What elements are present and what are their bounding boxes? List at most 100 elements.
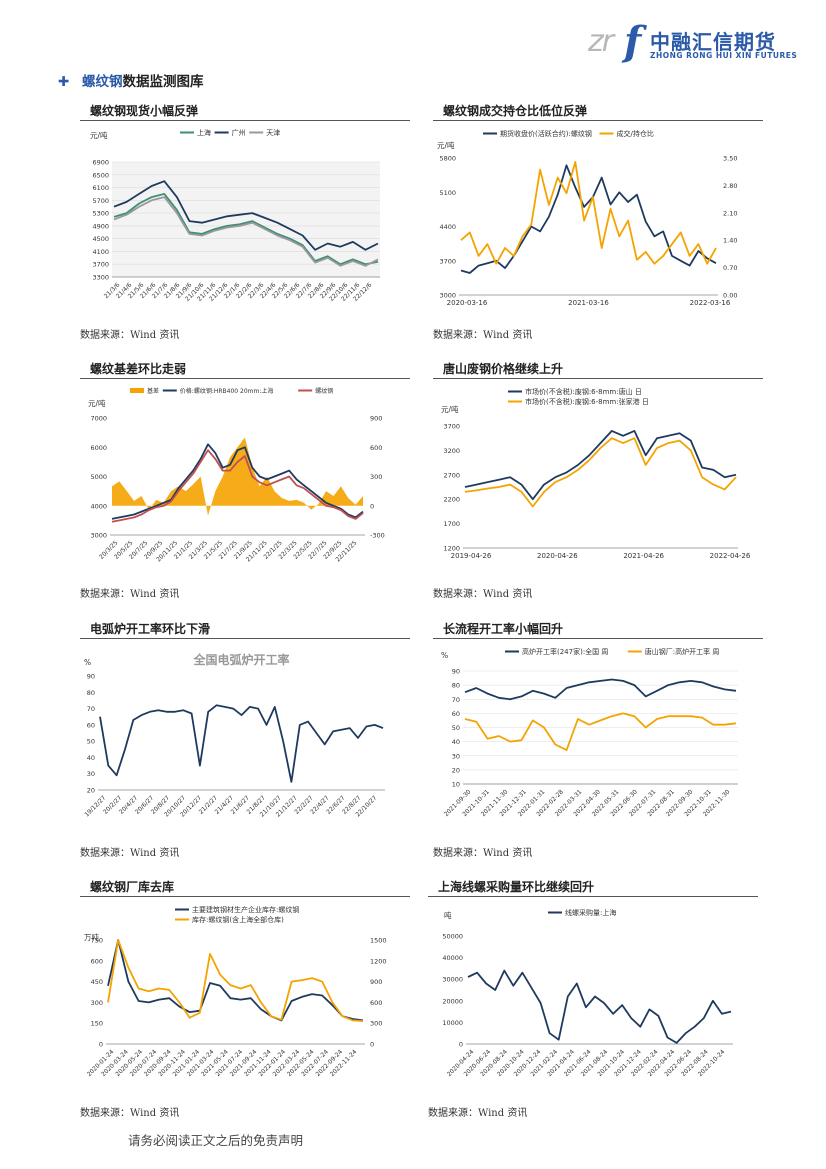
y-tick-label: 30: [452, 752, 460, 760]
legend-label: 库存:螺纹钢(含上海全部仓库): [192, 915, 284, 924]
series-line-2: [113, 196, 379, 267]
bullet-icon: ✚: [58, 74, 70, 90]
panel-c4: 唐山废钢价格继续上升 元/吨 3700 3200 2700 2200 1700 1200 20…: [433, 362, 763, 579]
series-line-1: [113, 180, 379, 251]
title-rule: [80, 896, 410, 897]
chart-title: 螺纹钢现货小幅反弹: [90, 104, 199, 118]
title-rule: [80, 120, 410, 121]
y2-tick-label: 0.70: [723, 264, 737, 272]
source-note: 数据来源：Wind 资讯: [433, 589, 533, 600]
source-note: 数据来源：Wind 资讯: [80, 1108, 180, 1119]
chart-c6: %9080706050403020102021-09-302021-10-312…: [441, 647, 738, 818]
y-tick-label: 6100: [92, 184, 109, 192]
y-tick-label: 50: [87, 738, 95, 746]
y-tick-label: 10: [452, 781, 460, 789]
source-note: 数据来源：Wind 资讯: [80, 589, 180, 600]
series-line-0: [113, 193, 379, 266]
unit-label: 元/吨: [441, 404, 459, 414]
y-tick-label: 50: [452, 724, 460, 732]
y-tick-label: 3700: [92, 261, 109, 269]
y-tick-label: 4100: [92, 248, 109, 256]
series-area-basis: [112, 437, 363, 516]
y-tick-label: 600: [91, 957, 103, 965]
legend-label: 上海: [197, 128, 211, 137]
y-tick-label: 60: [87, 721, 95, 729]
y2-tick-label: 3.50: [723, 155, 737, 163]
x-tick-label: 2022-03-16: [690, 299, 731, 307]
y-tick-label: 3700: [439, 257, 456, 265]
unit-label: %: [441, 651, 448, 660]
section-title: ✚ 螺纹钢数据监测图库: [58, 70, 204, 90]
series-line-1: [111, 443, 364, 520]
y-tick-label: 20000: [442, 997, 463, 1005]
x-tick-label: 2022-04-26: [710, 552, 751, 560]
legend-label: 市场价(不含税):废钢:6-8mm:张家港 日: [525, 397, 649, 406]
logo-mark-right: f: [624, 18, 642, 65]
unit-label: 吨: [444, 910, 452, 920]
y-tick-label: 4900: [92, 222, 109, 230]
legend-label: 唐山钢厂:高炉开工率 周: [645, 647, 720, 656]
y-tick-label: 1200: [443, 545, 460, 553]
y-tick-label: 750: [91, 937, 103, 945]
chart-c3: 元/吨700060005000400030009006003000-30020/…: [88, 387, 385, 563]
y-tick-label: 5300: [92, 210, 109, 218]
panel-c1: 螺纹钢现货小幅反弹 元/吨 6900 6500 6100 5700 5300 4900 450…: [80, 104, 410, 321]
disclaimer-note: 请务必阅读正文之后的免责声明: [128, 1133, 304, 1148]
y-tick-label: 50000: [442, 933, 463, 941]
y2-tick-label: 0: [370, 1041, 374, 1049]
chart-title: 螺纹基差环比走弱: [90, 362, 187, 376]
y-tick-label: 450: [91, 978, 103, 986]
y-tick-label: 80: [87, 689, 95, 697]
chart-title: 螺纹钢成交持仓比低位反弹: [443, 104, 588, 118]
panel-c3: 螺纹基差环比走弱 元/吨 7000 6000 5000 4000 3000 900 600 30…: [80, 362, 410, 579]
source-note: 数据来源：Wind 资讯: [433, 848, 533, 859]
chart-c1: 元/吨 6900 6500 6100 5700 5300 4900 4500 4100 3700 3…: [90, 128, 380, 303]
title-rule: [433, 378, 763, 379]
series-line-0: [460, 164, 717, 274]
y-tick-label: 10000: [442, 1019, 463, 1027]
x-tick-label: 19/12/27: [83, 794, 107, 818]
company-logo: zr f 中融汇信期货 ZHONG RONG HUI XIN FUTURES: [588, 18, 797, 65]
legend-label: 价格:螺纹钢:HRB400 20mm:上海: [180, 387, 274, 395]
source-note: 数据来源：Wind 资讯: [80, 848, 180, 859]
panel-c5: 电弧炉开工率环比下滑 % 90 80 70 60 50 40 30 20 19/12/27 20/2…: [80, 622, 410, 839]
y2-tick-label: 1500: [370, 937, 387, 945]
title-rule: [433, 120, 763, 121]
y-tick-label: 2200: [443, 496, 460, 504]
y-tick-label: 90: [87, 673, 95, 681]
y2-tick-label: 600: [370, 444, 382, 452]
section-title-rest: 数据监测图库: [122, 74, 204, 90]
y-tick-label: 3300: [92, 274, 109, 282]
y-tick-label: 70: [87, 705, 95, 713]
y-tick-label: 5000: [90, 473, 107, 481]
chart-title: 长流程开工率小幅回升: [443, 622, 564, 636]
unit-label: 万吨: [84, 932, 99, 942]
y-tick-label: 3700: [443, 423, 460, 431]
panel-c6: 长流程开工率小幅回升 % 90 80 70 60 50 40 30 20 10 2021-09-30…: [433, 622, 763, 839]
series-line-1: [460, 161, 717, 265]
chart-title: 唐山废钢价格继续上升: [443, 362, 564, 376]
logo-mark-left: zr: [588, 24, 614, 59]
legend-label: 市场价(不含税):废钢:6-8mm:唐山 日: [525, 387, 642, 396]
y2-tick-label: 300: [370, 1020, 382, 1028]
panel-c7: 螺纹钢厂库去库 万吨 750 600 450 300 150 0 1500 1200 900 600…: [80, 880, 410, 1097]
panel-c8: 上海线螺采购量环比继续回升 吨 50000 40000 30000 20000 10000…: [428, 880, 758, 1097]
y-tick-label: 40000: [442, 954, 463, 962]
title-rule: [80, 378, 410, 379]
y-tick-label: 70: [452, 696, 460, 704]
y2-tick-label: 300: [370, 473, 382, 481]
y-tick-label: 3000: [439, 292, 456, 300]
chart-c7: 万吨75060045030015001500120090060030002020…: [84, 905, 387, 1078]
y2-tick-label: 1.40: [723, 237, 737, 245]
legend-label: 天津: [266, 129, 280, 137]
y2-tick-label: 900: [370, 415, 382, 423]
y2-tick-label: 900: [370, 978, 382, 986]
series-line-0: [107, 939, 364, 1022]
plot-background: [112, 162, 380, 277]
y-tick-label: 0: [99, 1041, 103, 1049]
title-rule: [433, 638, 763, 639]
source-note: 数据来源：Wind 资讯: [80, 330, 180, 341]
chart-title: 螺纹钢厂库去库: [90, 880, 175, 894]
chart-inner-title: 全国电弧炉开工率: [192, 652, 289, 667]
y2-tick-label: 2.10: [723, 209, 737, 217]
